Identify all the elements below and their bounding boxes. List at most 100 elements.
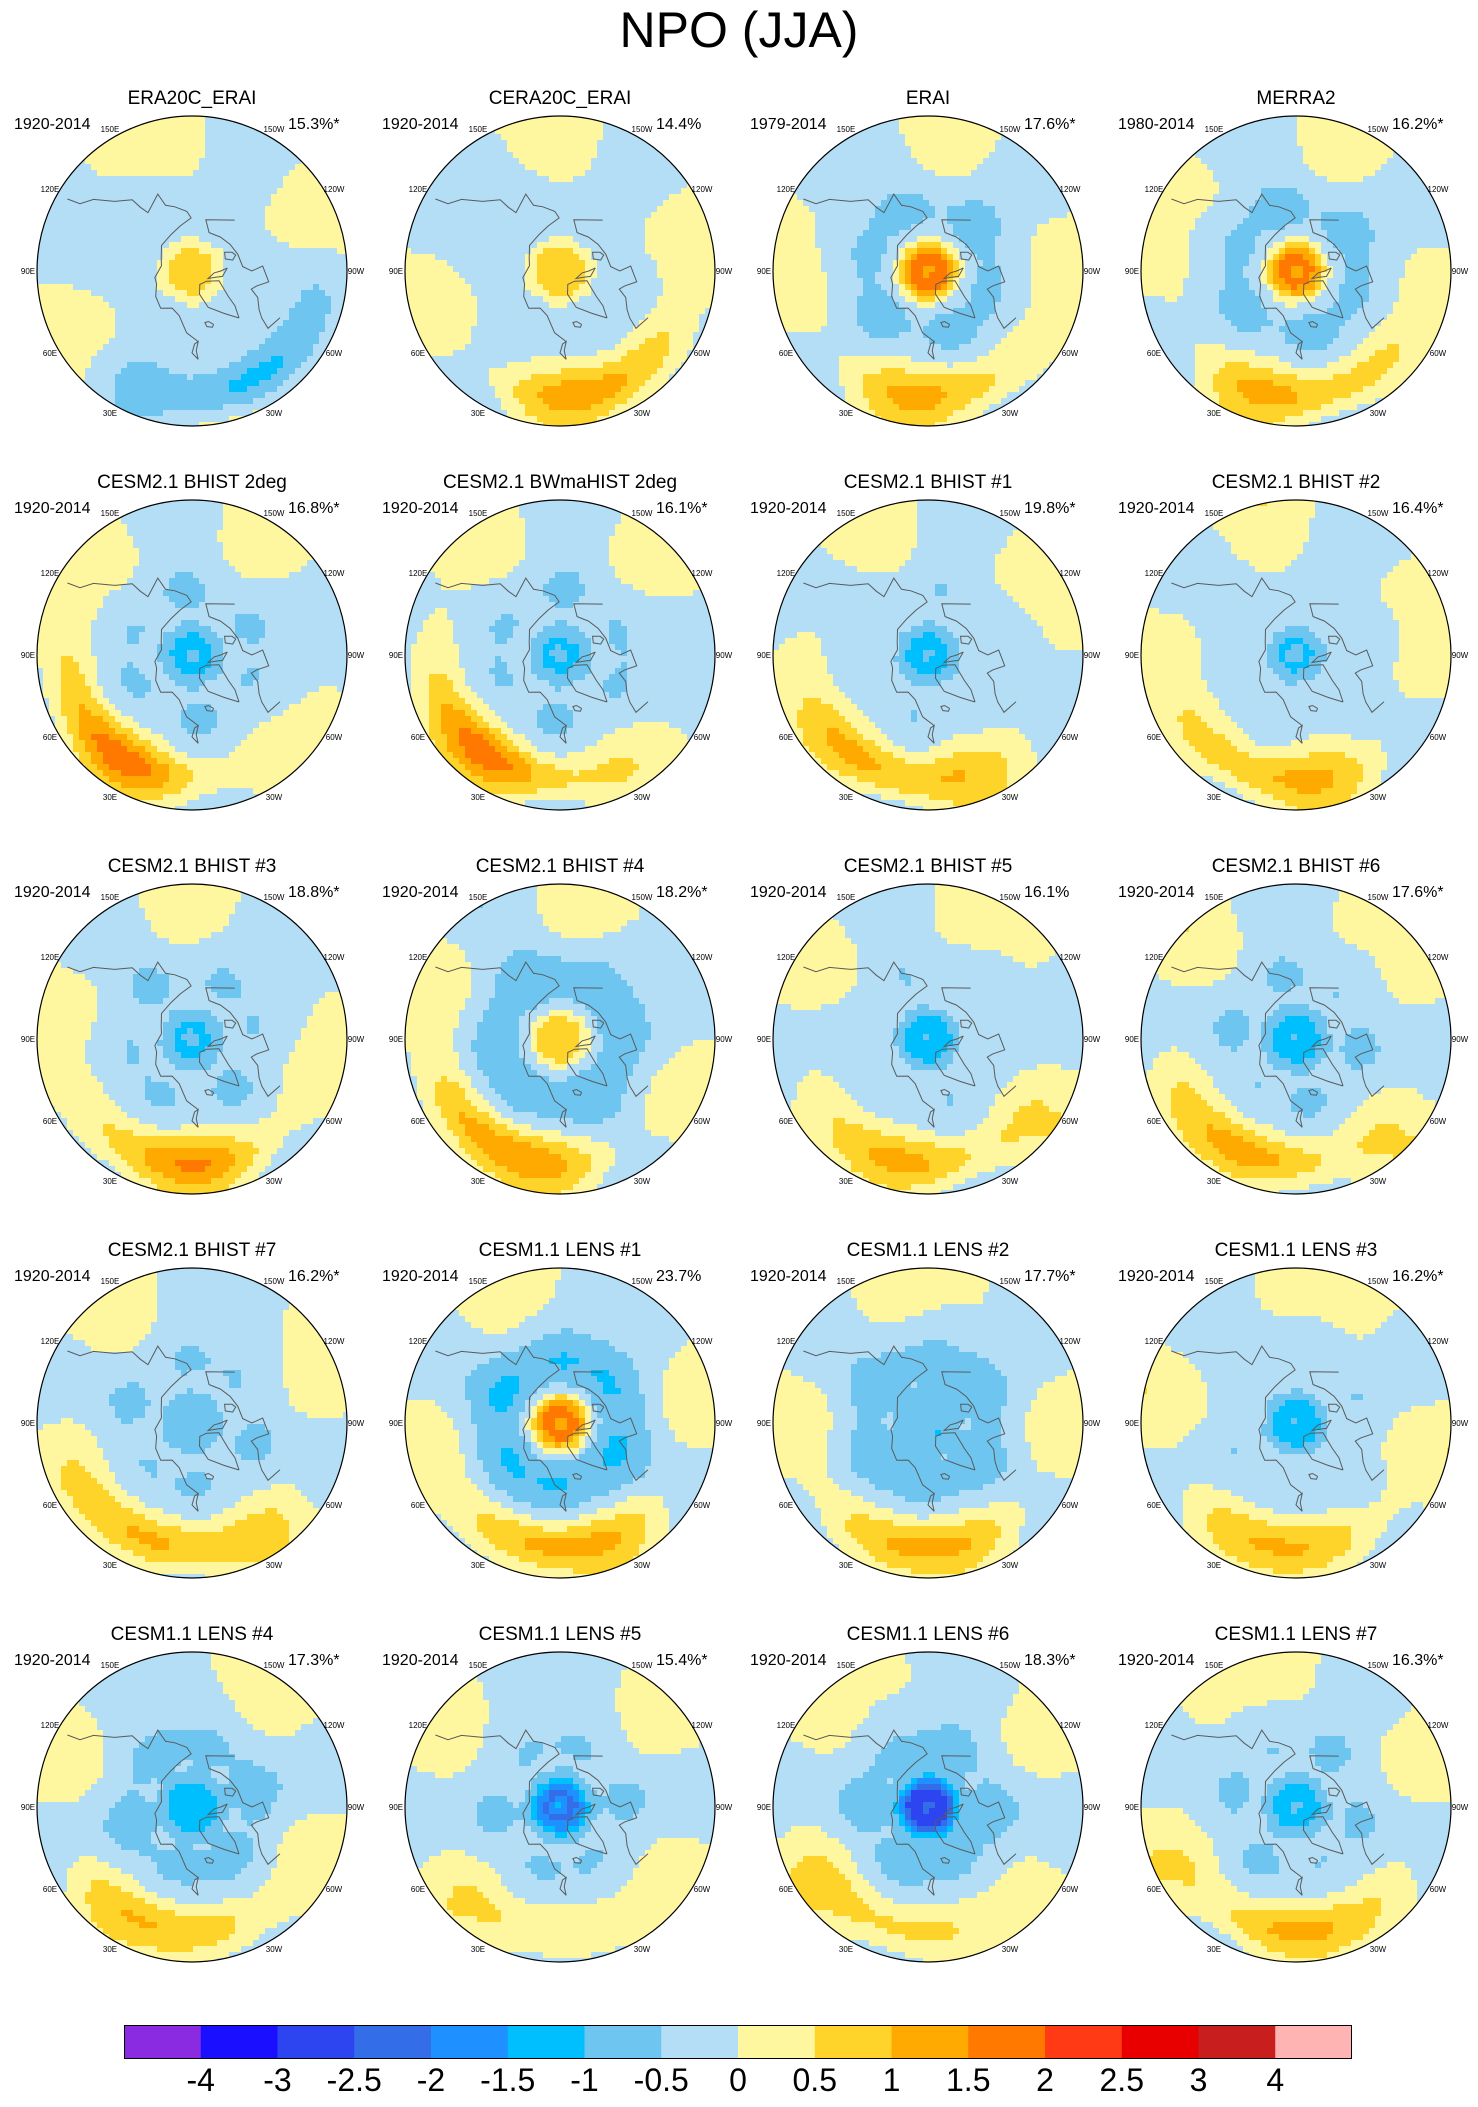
- polar-map: 180150E120E90E60E30E030W60W90W120W150W: [21, 1267, 365, 1579]
- panel-title: CESM2.1 BHIST #3: [8, 856, 376, 878]
- longitude-label: 120W: [1428, 569, 1449, 578]
- longitude-label: 30E: [103, 793, 117, 802]
- longitude-label: 120W: [324, 953, 345, 962]
- longitude-label: 90E: [1125, 1035, 1139, 1044]
- longitude-label: 150W: [1368, 125, 1389, 134]
- map-boundary: [404, 1651, 716, 1963]
- colorbar-swatch: [1275, 2025, 1352, 2059]
- longitude-label: 60E: [1147, 349, 1161, 358]
- map-panel: CESM2.1 BHIST #41920-201418.2%*180150E12…: [376, 856, 744, 1226]
- polar-map: 180150E120E90E60E30E030W60W90W120W150W: [757, 883, 1101, 1195]
- longitude-label: 90W: [1084, 267, 1101, 276]
- longitude-label: 60W: [326, 349, 343, 358]
- coastlines: [67, 1345, 281, 1512]
- panel-period: 1920-2014: [750, 1268, 827, 1286]
- longitude-label: 30W: [266, 1561, 283, 1570]
- panel-period: 1920-2014: [382, 1268, 459, 1286]
- longitude-label: 90W: [348, 651, 365, 660]
- longitude-label: 150E: [101, 1277, 120, 1286]
- panel-title: CERA20C_ERAI: [376, 88, 744, 110]
- longitude-label: 30W: [266, 793, 283, 802]
- polar-map: 180150E120E90E60E30E030W60W90W120W150W: [389, 883, 733, 1195]
- map-boundary: [772, 1267, 1084, 1579]
- map-panel: CESM1.1 LENS #31920-201416.2%*180150E120…: [1112, 1240, 1478, 1610]
- longitude-label: 120E: [409, 185, 428, 194]
- map-panel: CESM1.1 LENS #51920-201415.4%*180150E120…: [376, 1624, 744, 1994]
- longitude-label: 120W: [692, 185, 713, 194]
- longitude-label: 150W: [632, 125, 653, 134]
- panel-period: 1920-2014: [382, 1652, 459, 1670]
- longitude-label: 120W: [692, 953, 713, 962]
- longitude-label: 150E: [1205, 125, 1224, 134]
- longitude-label: 90W: [1452, 1803, 1469, 1812]
- longitude-label: 30W: [1370, 1177, 1387, 1186]
- longitude-label: 60E: [43, 1885, 57, 1894]
- longitude-label: 60W: [326, 1885, 343, 1894]
- colorbar-swatch: [661, 2025, 739, 2059]
- map-boundary: [1140, 115, 1452, 427]
- panel-period: 1920-2014: [1118, 1652, 1195, 1670]
- longitude-label: 120E: [1145, 953, 1164, 962]
- panel-variance-explained: 16.1%*: [656, 500, 708, 518]
- colorbar-swatch: [200, 2025, 278, 2059]
- longitude-label: 60W: [1430, 733, 1447, 742]
- anomaly-field: [405, 500, 715, 810]
- longitude-label: 150E: [837, 125, 856, 134]
- map-panel: CESM1.1 LENS #21920-201417.7%*180150E120…: [744, 1240, 1112, 1610]
- longitude-label: 30W: [634, 1177, 651, 1186]
- longitude-label: 150E: [469, 893, 488, 902]
- polar-map: 180150E120E90E60E30E030W60W90W120W150W: [21, 115, 365, 427]
- colorbar-tick-label: 0: [729, 2060, 747, 2100]
- coastlines: [67, 1729, 281, 1896]
- longitude-label: 60W: [1430, 1501, 1447, 1510]
- map-panel: CESM2.1 BHIST #31920-201418.8%*180150E12…: [8, 856, 376, 1226]
- panel-variance-explained: 16.4%*: [1392, 500, 1444, 518]
- colorbar-swatch: [1045, 2025, 1123, 2059]
- anomaly-field: [773, 1268, 1083, 1578]
- longitude-label: 90E: [1125, 1803, 1139, 1812]
- map-boundary: [36, 1267, 348, 1579]
- longitude-label: 60E: [779, 349, 793, 358]
- polar-map: 180150E120E90E60E30E030W60W90W120W150W: [389, 1267, 733, 1579]
- anomaly-field: [405, 1652, 715, 1962]
- longitude-label: 30E: [839, 409, 853, 418]
- map-panel: CESM2.1 BHIST 2deg1920-201416.8%*180150E…: [8, 472, 376, 842]
- panel-variance-explained: 16.3%*: [1392, 1652, 1444, 1670]
- longitude-label: 120W: [1060, 569, 1081, 578]
- longitude-label: 30E: [103, 409, 117, 418]
- longitude-label: 150W: [264, 125, 285, 134]
- panel-period: 1920-2014: [14, 116, 91, 134]
- longitude-label: 60W: [1062, 1117, 1079, 1126]
- longitude-label: 90W: [348, 1035, 365, 1044]
- longitude-label: 30E: [1207, 1945, 1221, 1954]
- colorbar-tick-label: 1: [883, 2060, 901, 2100]
- longitude-label: 150E: [469, 1661, 488, 1670]
- longitude-label: 120W: [1060, 1337, 1081, 1346]
- map-boundary: [404, 883, 716, 1195]
- panel-period: 1920-2014: [750, 884, 827, 902]
- longitude-label: 60W: [1062, 733, 1079, 742]
- polar-map: 180150E120E90E60E30E030W60W90W120W150W: [757, 499, 1101, 811]
- longitude-label: 150W: [264, 509, 285, 518]
- panel-variance-explained: 17.6%*: [1024, 116, 1076, 134]
- longitude-label: 30E: [839, 1561, 853, 1570]
- longitude-label: 150W: [1000, 1661, 1021, 1670]
- polar-map: 180150E120E90E60E30E030W60W90W120W150W: [757, 1267, 1101, 1579]
- longitude-label: 60W: [326, 733, 343, 742]
- longitude-label: 120W: [692, 569, 713, 578]
- coastlines: [435, 577, 649, 744]
- longitude-label: 60E: [411, 1501, 425, 1510]
- longitude-label: 60E: [1147, 1117, 1161, 1126]
- panel-period: 1920-2014: [1118, 884, 1195, 902]
- panel-variance-explained: 15.3%*: [288, 116, 340, 134]
- longitude-label: 90E: [757, 1803, 771, 1812]
- coastlines: [67, 577, 281, 744]
- coastlines: [803, 961, 1017, 1128]
- longitude-label: 30W: [1002, 1945, 1019, 1954]
- map-boundary: [36, 499, 348, 811]
- longitude-label: 30E: [839, 793, 853, 802]
- map-panel: CESM1.1 LENS #41920-201417.3%*180150E120…: [8, 1624, 376, 1994]
- panel-period: 1920-2014: [382, 116, 459, 134]
- colorbar-swatch: [584, 2025, 662, 2059]
- longitude-label: 120E: [1145, 569, 1164, 578]
